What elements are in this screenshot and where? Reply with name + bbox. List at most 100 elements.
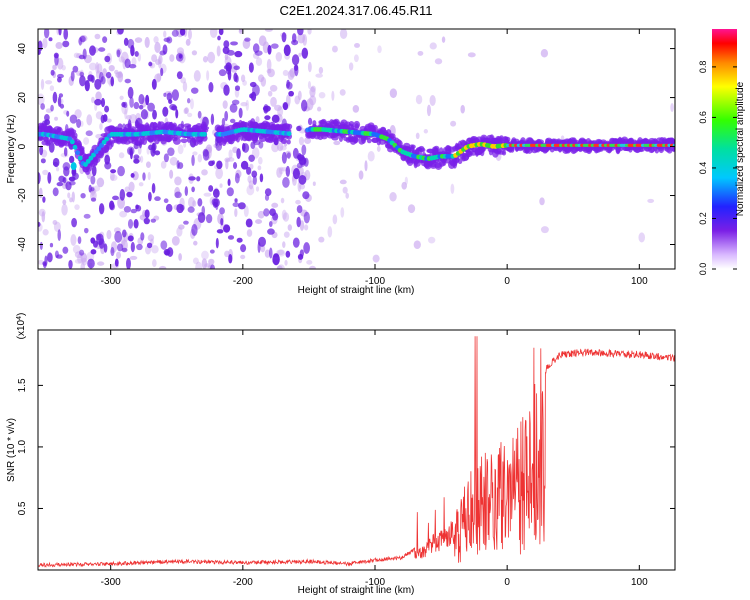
ridge-halo: [186, 136, 192, 143]
noise-blob-strong: [227, 178, 231, 187]
noise-blob-strong: [147, 102, 155, 112]
spectrogram-ytick-label: 20: [17, 92, 28, 104]
noise-blob: [276, 167, 283, 178]
noise-blob: [138, 182, 144, 187]
noise-blob: [267, 90, 273, 97]
noise-blob-strong: [283, 44, 291, 57]
colorbar-tick-label: 0.4: [698, 162, 708, 175]
spectral-blobs: [38, 29, 675, 269]
noise-blob-strong: [159, 50, 166, 56]
noise-blob: [106, 118, 112, 123]
noise-blob-strong: [303, 242, 310, 254]
noise-blob-strong: [291, 33, 297, 43]
noise-blob: [276, 142, 284, 152]
spectrogram-xtick-label: 100: [631, 276, 648, 287]
noise-blob-strong: [288, 90, 294, 97]
noise-blob: [282, 69, 289, 77]
noise-blob: [364, 160, 368, 172]
noise-blob: [42, 169, 49, 176]
noise-blob: [52, 64, 57, 71]
noise-blob: [339, 179, 347, 185]
snr-frame: [37, 329, 676, 571]
noise-blob-strong: [176, 71, 183, 80]
noise-blob-strong: [166, 247, 174, 257]
noise-blob: [42, 229, 49, 236]
noise-blob: [227, 157, 235, 162]
ridge-core: [72, 144, 78, 150]
noise-blob: [342, 186, 348, 194]
noise-blob-strong: [119, 189, 126, 201]
noise-blob: [312, 181, 316, 187]
noise-blob-strong: [301, 144, 307, 156]
noise-blob: [401, 181, 408, 190]
colorbar-label: Normalized spectral amplitude: [735, 81, 746, 216]
noise-blob: [192, 257, 199, 265]
noise-blob-strong: [49, 242, 54, 248]
snr-xtick-label: 0: [504, 577, 510, 588]
noise-blob: [638, 232, 646, 243]
noise-blob-strong: [130, 241, 135, 253]
noise-blob-strong: [244, 37, 251, 42]
noise-blob: [450, 183, 455, 195]
noise-blob-strong: [68, 176, 76, 182]
noise-blob: [539, 197, 545, 206]
noise-blob-strong: [136, 243, 143, 251]
noise-blob-strong: [268, 247, 273, 259]
noise-blob-strong: [234, 172, 240, 184]
noise-blob-strong: [197, 198, 203, 207]
noise-blob: [417, 50, 424, 56]
noise-blob-strong: [257, 241, 261, 254]
noise-blob: [195, 261, 203, 269]
noise-blob: [156, 73, 162, 82]
noise-blob-strong: [56, 254, 63, 259]
noise-blob-strong: [48, 37, 53, 42]
noise-blob-strong: [227, 235, 235, 240]
noise-blob-strong: [241, 142, 246, 152]
noise-blob: [282, 212, 290, 222]
noise-blob-strong: [57, 229, 61, 242]
noise-blob: [415, 132, 420, 140]
noise-blob-strong: [175, 108, 179, 119]
noise-blob: [204, 263, 211, 268]
noise-blob-strong: [211, 198, 219, 206]
noise-blob-strong: [130, 208, 137, 214]
noise-blob-strong: [72, 65, 79, 73]
noise-blob-strong: [218, 29, 224, 36]
ridge-halo: [43, 136, 49, 142]
noise-blob: [96, 177, 105, 188]
noise-blob-strong: [163, 198, 169, 204]
noise-blob: [158, 265, 167, 269]
noise-blob-strong: [250, 141, 256, 150]
noise-blob-strong: [178, 54, 183, 59]
noise-blob-strong: [138, 94, 145, 105]
noise-blob-strong: [246, 166, 252, 175]
noise-blob-strong: [127, 86, 134, 99]
noise-blob: [240, 102, 248, 107]
noise-blob: [306, 98, 314, 111]
ridge-core: [69, 139, 75, 145]
noise-blob-strong: [57, 76, 62, 83]
noise-blob-strong: [126, 191, 133, 198]
spectrogram-ytick-label: 40: [17, 43, 28, 55]
noise-blob-strong: [152, 142, 156, 154]
noise-blob-strong: [144, 209, 150, 219]
noise-blob-strong: [281, 151, 287, 164]
noise-blob: [345, 192, 349, 199]
noise-blob-strong: [77, 236, 82, 245]
noise-blob: [158, 54, 163, 65]
noise-blob: [255, 116, 260, 124]
noise-blob-strong: [62, 40, 70, 48]
noise-blob-strong: [87, 258, 95, 269]
noise-blob: [119, 95, 124, 101]
noise-blob-strong: [123, 101, 128, 109]
noise-blob: [118, 152, 125, 159]
noise-blob-strong: [65, 181, 72, 191]
noise-blob-strong: [54, 53, 59, 66]
noise-blob: [153, 36, 159, 44]
noise-blob-strong: [179, 29, 186, 36]
noise-blob-strong: [71, 217, 77, 228]
noise-blob-strong: [145, 94, 150, 106]
noise-blob: [80, 262, 85, 269]
ridge-halo: [180, 138, 188, 144]
noise-blob: [102, 68, 107, 77]
